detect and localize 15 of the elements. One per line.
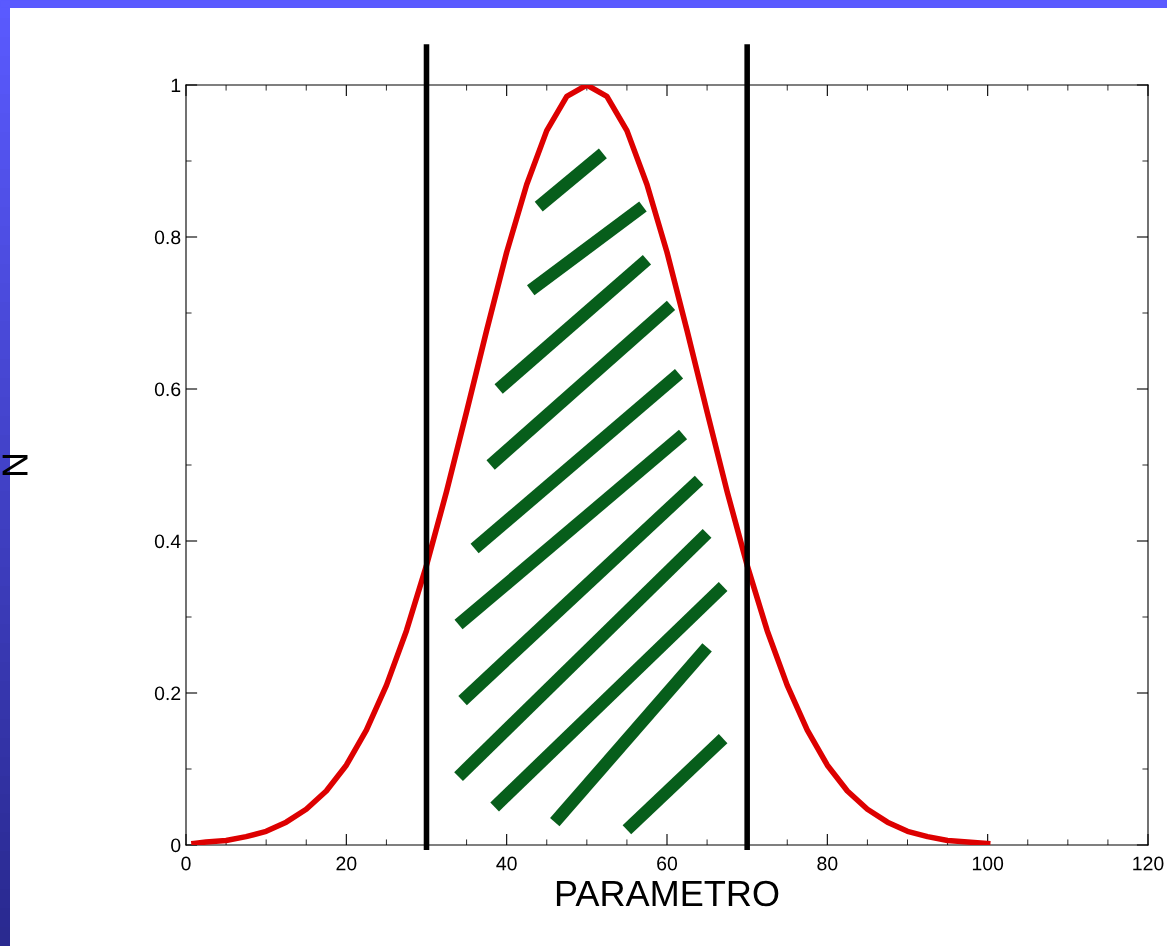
y-tick-label: 0.2 <box>154 686 181 701</box>
y-tick-label: 0.4 <box>154 534 181 549</box>
y-tick-label: 0 <box>171 838 181 853</box>
x-tick-label: 0 <box>181 856 191 871</box>
x-axis-title: PARAMETRO <box>556 880 779 907</box>
x-tick-label: 120 <box>1133 856 1164 871</box>
x-tick-label: 40 <box>496 856 517 871</box>
x-tick-label: 80 <box>817 856 838 871</box>
x-tick-label: 60 <box>657 856 678 871</box>
x-tick-label: 20 <box>336 856 357 871</box>
y-tick-label: 0.6 <box>154 382 181 397</box>
y-axis-title: N <box>2 454 28 476</box>
x-tick-label: 100 <box>972 856 1004 871</box>
y-tick-label: 0.8 <box>154 230 181 245</box>
y-tick-label: 1 <box>171 78 181 93</box>
